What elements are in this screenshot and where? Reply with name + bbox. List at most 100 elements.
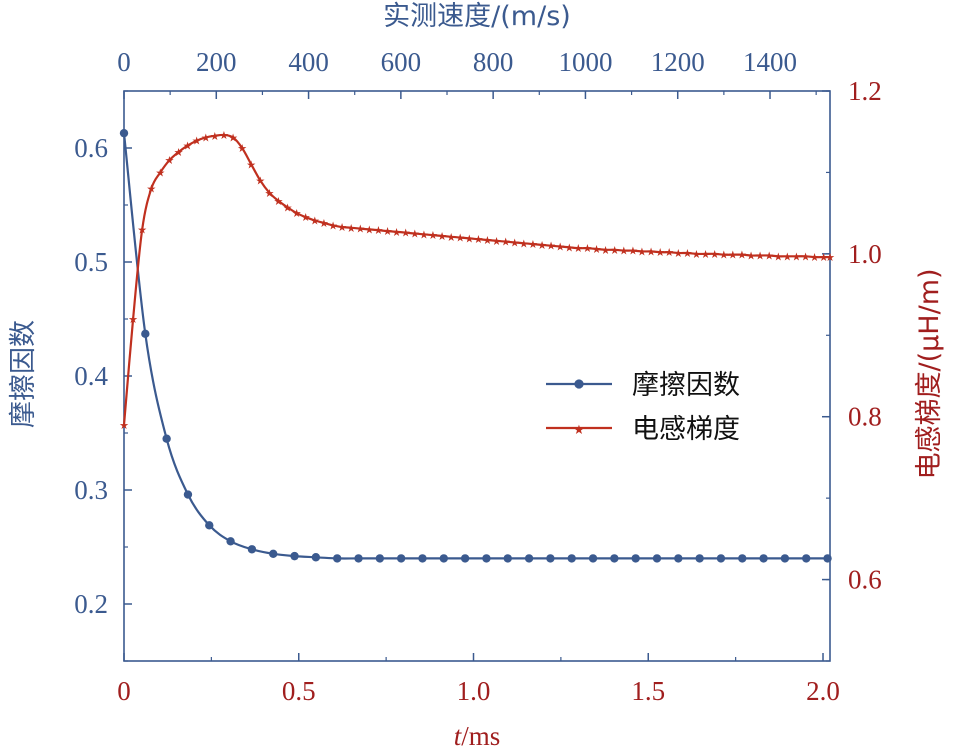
friction-point — [738, 554, 747, 563]
inductance-point: ★ — [573, 242, 583, 255]
inductance-point: ★ — [437, 230, 447, 243]
inductance-point: ★ — [825, 251, 835, 264]
friction-point — [290, 551, 299, 561]
friction-point — [695, 554, 704, 563]
inductance-point: ★ — [228, 131, 238, 144]
inductance-point: ★ — [237, 142, 247, 155]
friction-point — [354, 554, 363, 563]
inductance-point: ★ — [383, 225, 393, 238]
friction-point — [674, 554, 683, 563]
inductance-point: ★ — [646, 245, 656, 258]
friction-point — [247, 545, 257, 554]
inductance-point: ★ — [510, 236, 520, 249]
bottom-tick-label: 2.0 — [806, 676, 840, 706]
top-tick-label: 1000 — [558, 47, 612, 77]
top-tick-label: 1400 — [743, 47, 797, 77]
inductance-point: ★ — [201, 131, 211, 144]
left-tick-label: 0.4 — [74, 361, 108, 391]
inductance-point: ★ — [337, 221, 347, 234]
inductance-point: ★ — [528, 238, 538, 251]
top-tick-label: 800 — [473, 47, 514, 77]
friction-point — [460, 554, 470, 563]
bottom-axis-title: t/ms — [454, 721, 501, 749]
inductance-point: ★ — [710, 248, 720, 261]
left-tick-label: 0.3 — [74, 475, 108, 505]
inductance-point: ★ — [374, 224, 384, 237]
bottom-tick-label: 1.0 — [457, 676, 491, 706]
right-tick-label: 0.6 — [848, 565, 882, 595]
left-axis-title: 摩擦因数 — [8, 320, 39, 428]
inductance-point: ★ — [310, 214, 320, 227]
inductance-point: ★ — [601, 244, 611, 257]
left-tick-label: 0.5 — [74, 247, 108, 277]
inductance-point: ★ — [819, 251, 829, 264]
bottom-tick-label: 0 — [117, 676, 131, 706]
inductance-point: ★ — [546, 240, 556, 253]
inductance-point: ★ — [355, 223, 365, 236]
inductance-point: ★ — [792, 250, 802, 263]
inductance-point: ★ — [392, 226, 402, 239]
inductance-point: ★ — [410, 228, 420, 241]
friction-point — [588, 554, 598, 563]
inductance-point: ★ — [455, 232, 465, 245]
inductance-point: ★ — [564, 241, 574, 254]
inductance-point: ★ — [301, 211, 311, 224]
inductance-point: ★ — [146, 183, 156, 196]
inductance-point: ★ — [174, 146, 184, 159]
friction-point — [439, 554, 448, 563]
friction-point — [780, 554, 790, 563]
inductance-point: ★ — [701, 248, 711, 261]
friction-point — [802, 554, 811, 563]
inductance-point: ★ — [673, 247, 683, 260]
left-tick-label: 0.2 — [74, 589, 108, 619]
inductance-point: ★ — [664, 246, 674, 259]
inductance-point: ★ — [210, 130, 220, 143]
top-tick-label: 200 — [196, 47, 237, 77]
inductance-series: ★★★★★★★★ ★ ★ ★ ★ ★★★★★★★ ★ ★ ★ ★ ★ ★ ★ ★ ★ ★ ★ ★ ★ ★ ★ ★ ★ ★ ★ ★ ★… — [119, 129, 835, 432]
inductance-point: ★ — [264, 187, 274, 200]
friction-point — [119, 128, 129, 138]
friction-point — [759, 554, 768, 563]
friction-point — [524, 554, 534, 563]
inductance-point: ★ — [628, 245, 638, 258]
inductance-point: ★ — [483, 234, 493, 247]
inductance-point: ★ — [473, 233, 483, 246]
inductance-point: ★ — [692, 248, 702, 261]
inductance-line — [122, 133, 830, 425]
top-tick-label: 1200 — [651, 47, 705, 77]
bottom-axis-title-variable: t — [454, 721, 463, 749]
inductance-point: ★ — [292, 207, 302, 220]
inductance-point: ★ — [364, 223, 374, 236]
inductance-point: ★ — [519, 237, 529, 250]
friction-point — [610, 554, 619, 563]
inductance-point: ★ — [782, 250, 792, 263]
inductance-point: ★ — [583, 242, 593, 255]
inductance-point: ★ — [592, 243, 602, 256]
inductance-point: ★ — [492, 235, 502, 248]
friction-point — [375, 554, 385, 563]
inductance-point: ★ — [619, 245, 629, 258]
bottom-tick-label: 0.5 — [282, 676, 316, 706]
inductance-point: ★ — [810, 251, 820, 264]
inductance-point: ★ — [464, 232, 474, 245]
inductance-point: ★ — [501, 236, 511, 249]
friction-point — [631, 554, 640, 563]
inductance-point: ★ — [401, 227, 411, 240]
legend-marker-friction — [574, 379, 584, 389]
friction-series — [119, 128, 832, 563]
right-tick-label: 1.0 — [848, 239, 882, 269]
friction-point — [567, 554, 576, 563]
friction-point — [205, 521, 214, 530]
inductance-point: ★ — [801, 250, 811, 263]
right-axis-title: 电感梯度/(μH/m) — [914, 268, 945, 479]
inductance-point: ★ — [119, 419, 129, 432]
inductance-point: ★ — [255, 175, 265, 188]
inductance-point: ★ — [155, 166, 165, 179]
inductance-point: ★ — [319, 217, 329, 230]
inductance-point: ★ — [328, 219, 338, 232]
friction-point — [716, 554, 726, 563]
inductance-point: ★ — [246, 158, 256, 171]
friction-point — [823, 554, 832, 563]
inductance-point: ★ — [719, 249, 729, 262]
